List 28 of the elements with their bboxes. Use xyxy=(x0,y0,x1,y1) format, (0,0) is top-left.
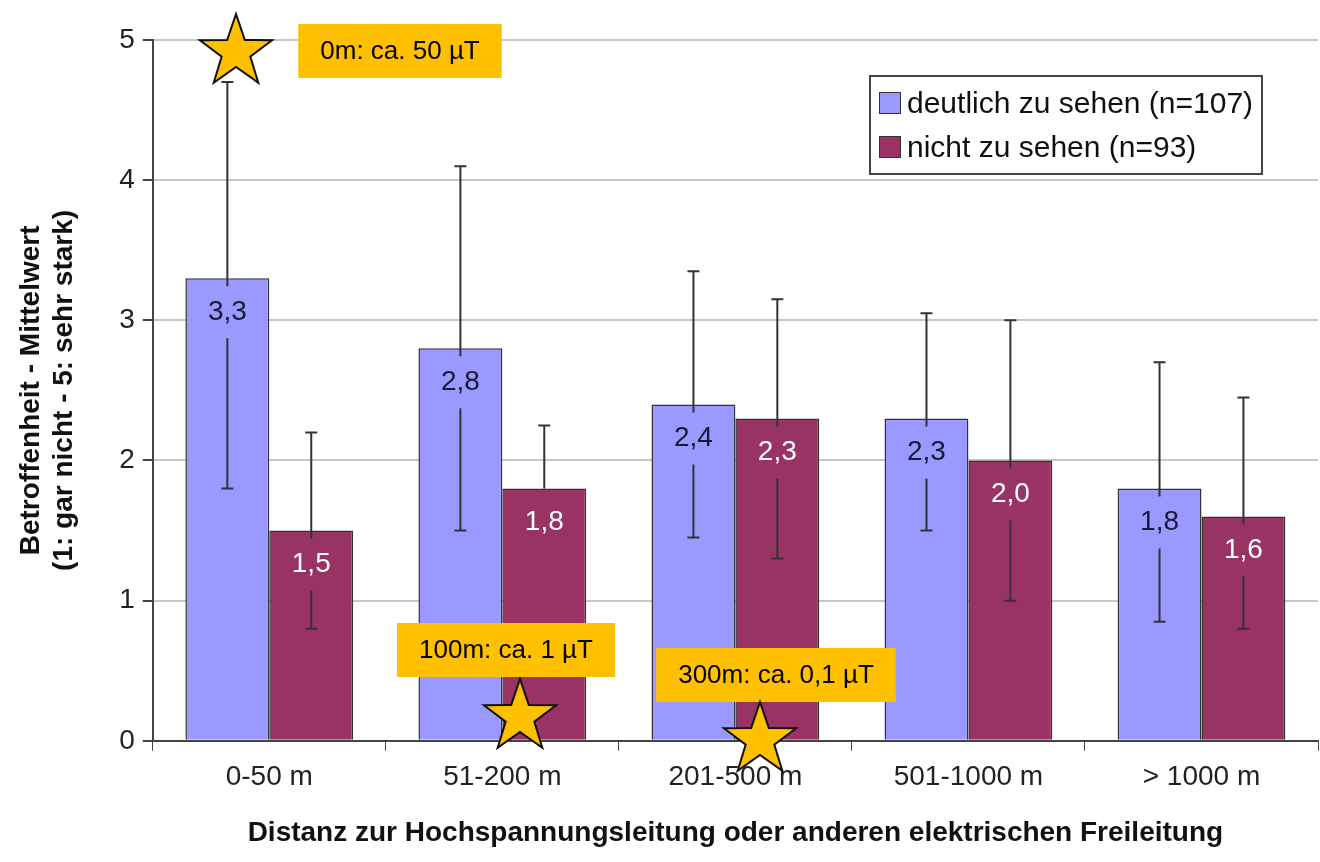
data-label: 1,6 xyxy=(1223,533,1263,565)
data-label: 3,3 xyxy=(207,294,247,326)
data-label: 1,5 xyxy=(291,547,331,579)
x-tick-label: 0-50 m xyxy=(225,760,313,792)
y-tick-label: 0 xyxy=(119,723,135,755)
data-label: 2,0 xyxy=(990,477,1030,509)
x-tick-label: 51-200 m xyxy=(443,760,562,792)
x-tick-label: 501-1000 m xyxy=(893,760,1044,792)
legend-label: deutlich zu sehen (n=107) xyxy=(907,86,1254,120)
x-axis-title: Distanz zur Hochspannungsleitung oder anderen elektrischen Freileitung xyxy=(247,815,1224,847)
data-label: 1,8 xyxy=(1140,505,1179,537)
data-label: 2,3 xyxy=(757,435,797,467)
data-label: 2,3 xyxy=(907,435,946,467)
y-tick-label: 2 xyxy=(119,443,135,475)
y-tick-label: 4 xyxy=(119,162,135,194)
legend-label: nicht zu sehen (n=93) xyxy=(907,130,1197,164)
x-tick-label: > 1000 m xyxy=(1142,760,1261,792)
data-label: 2,4 xyxy=(673,421,713,453)
data-label: 1,8 xyxy=(524,505,564,537)
annotation: 0m: ca. 50 µT xyxy=(320,35,480,66)
y-tick-label: 5 xyxy=(119,22,135,54)
annotation: 100m: ca. 1 µT xyxy=(419,634,594,665)
y-axis-title: Betroffenheit - Mittelwert (1: gar nicht - 5: sehr stark) xyxy=(13,209,79,571)
y-tick-label: 1 xyxy=(119,583,135,615)
data-label: 2,8 xyxy=(440,365,480,397)
annotation: 300m: ca. 0,1 µT xyxy=(678,659,874,690)
x-tick-label: 201-500 m xyxy=(668,760,803,792)
y-tick-label: 3 xyxy=(119,303,135,335)
